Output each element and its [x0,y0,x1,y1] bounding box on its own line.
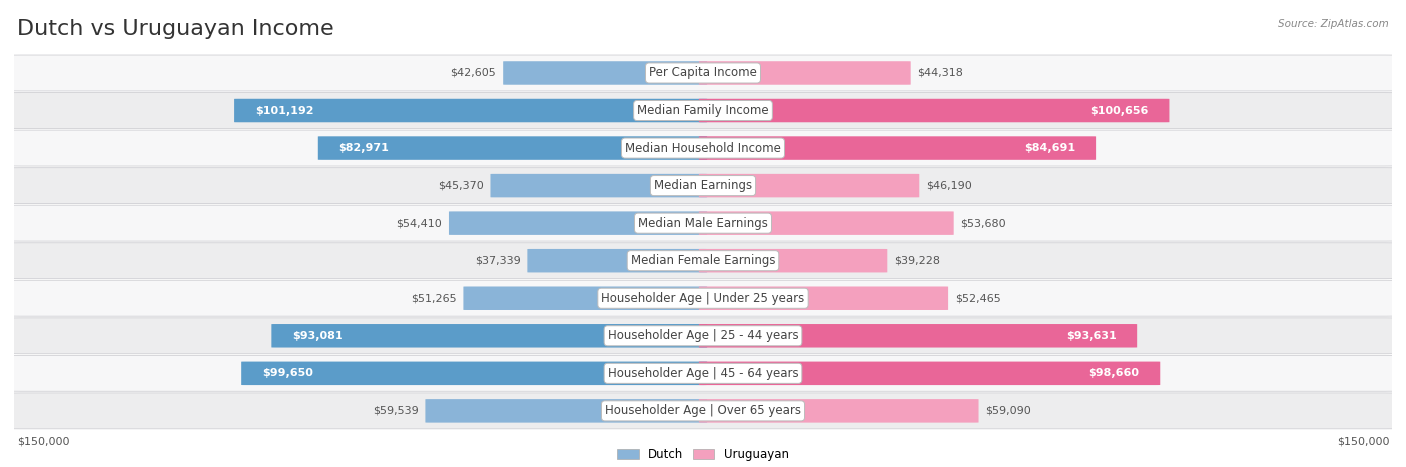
FancyBboxPatch shape [10,205,1396,241]
Text: $45,370: $45,370 [437,181,484,191]
Text: $93,631: $93,631 [1066,331,1116,341]
Text: $52,465: $52,465 [955,293,1001,303]
Text: Householder Age | Over 65 years: Householder Age | Over 65 years [605,404,801,417]
FancyBboxPatch shape [10,92,1396,128]
Text: Dutch vs Uruguayan Income: Dutch vs Uruguayan Income [17,19,333,39]
Text: $51,265: $51,265 [411,293,457,303]
FancyBboxPatch shape [10,130,1396,166]
Text: Median Household Income: Median Household Income [626,142,780,155]
Text: $82,971: $82,971 [339,143,389,153]
Text: $98,660: $98,660 [1088,368,1140,378]
FancyBboxPatch shape [699,286,948,310]
Text: $101,192: $101,192 [254,106,314,115]
FancyBboxPatch shape [10,393,1396,429]
FancyBboxPatch shape [464,286,707,310]
Text: $84,691: $84,691 [1025,143,1076,153]
FancyBboxPatch shape [10,280,1396,316]
Text: Median Earnings: Median Earnings [654,179,752,192]
FancyBboxPatch shape [491,174,707,198]
FancyBboxPatch shape [527,249,707,272]
Text: Median Male Earnings: Median Male Earnings [638,217,768,230]
FancyBboxPatch shape [699,99,1170,122]
FancyBboxPatch shape [10,243,1396,279]
Text: $54,410: $54,410 [396,218,441,228]
Text: Householder Age | 25 - 44 years: Householder Age | 25 - 44 years [607,329,799,342]
Text: $39,228: $39,228 [894,256,941,266]
Text: $100,656: $100,656 [1091,106,1149,115]
Text: Householder Age | Under 25 years: Householder Age | Under 25 years [602,292,804,305]
FancyBboxPatch shape [699,61,911,85]
Text: $46,190: $46,190 [927,181,972,191]
FancyBboxPatch shape [318,136,707,160]
Text: Source: ZipAtlas.com: Source: ZipAtlas.com [1278,19,1389,28]
Legend: Dutch, Uruguayan: Dutch, Uruguayan [613,443,793,466]
FancyBboxPatch shape [699,136,1097,160]
FancyBboxPatch shape [271,324,707,347]
FancyBboxPatch shape [503,61,707,85]
Text: $59,539: $59,539 [373,406,419,416]
Text: $150,000: $150,000 [17,436,69,446]
Text: $59,090: $59,090 [986,406,1031,416]
FancyBboxPatch shape [10,55,1396,91]
Text: $53,680: $53,680 [960,218,1007,228]
Text: Householder Age | 45 - 64 years: Householder Age | 45 - 64 years [607,367,799,380]
Text: $93,081: $93,081 [292,331,343,341]
FancyBboxPatch shape [699,324,1137,347]
FancyBboxPatch shape [699,212,953,235]
Text: $42,605: $42,605 [450,68,496,78]
FancyBboxPatch shape [699,174,920,198]
Text: Median Female Earnings: Median Female Earnings [631,254,775,267]
Text: $150,000: $150,000 [1337,436,1389,446]
Text: $44,318: $44,318 [918,68,963,78]
FancyBboxPatch shape [699,249,887,272]
FancyBboxPatch shape [10,355,1396,391]
FancyBboxPatch shape [233,99,707,122]
Text: $37,339: $37,339 [475,256,520,266]
FancyBboxPatch shape [10,318,1396,354]
Text: Median Family Income: Median Family Income [637,104,769,117]
Text: Per Capita Income: Per Capita Income [650,66,756,79]
FancyBboxPatch shape [699,361,1160,385]
FancyBboxPatch shape [699,399,979,423]
FancyBboxPatch shape [449,212,707,235]
FancyBboxPatch shape [10,168,1396,204]
FancyBboxPatch shape [242,361,707,385]
Text: $99,650: $99,650 [262,368,312,378]
FancyBboxPatch shape [426,399,707,423]
